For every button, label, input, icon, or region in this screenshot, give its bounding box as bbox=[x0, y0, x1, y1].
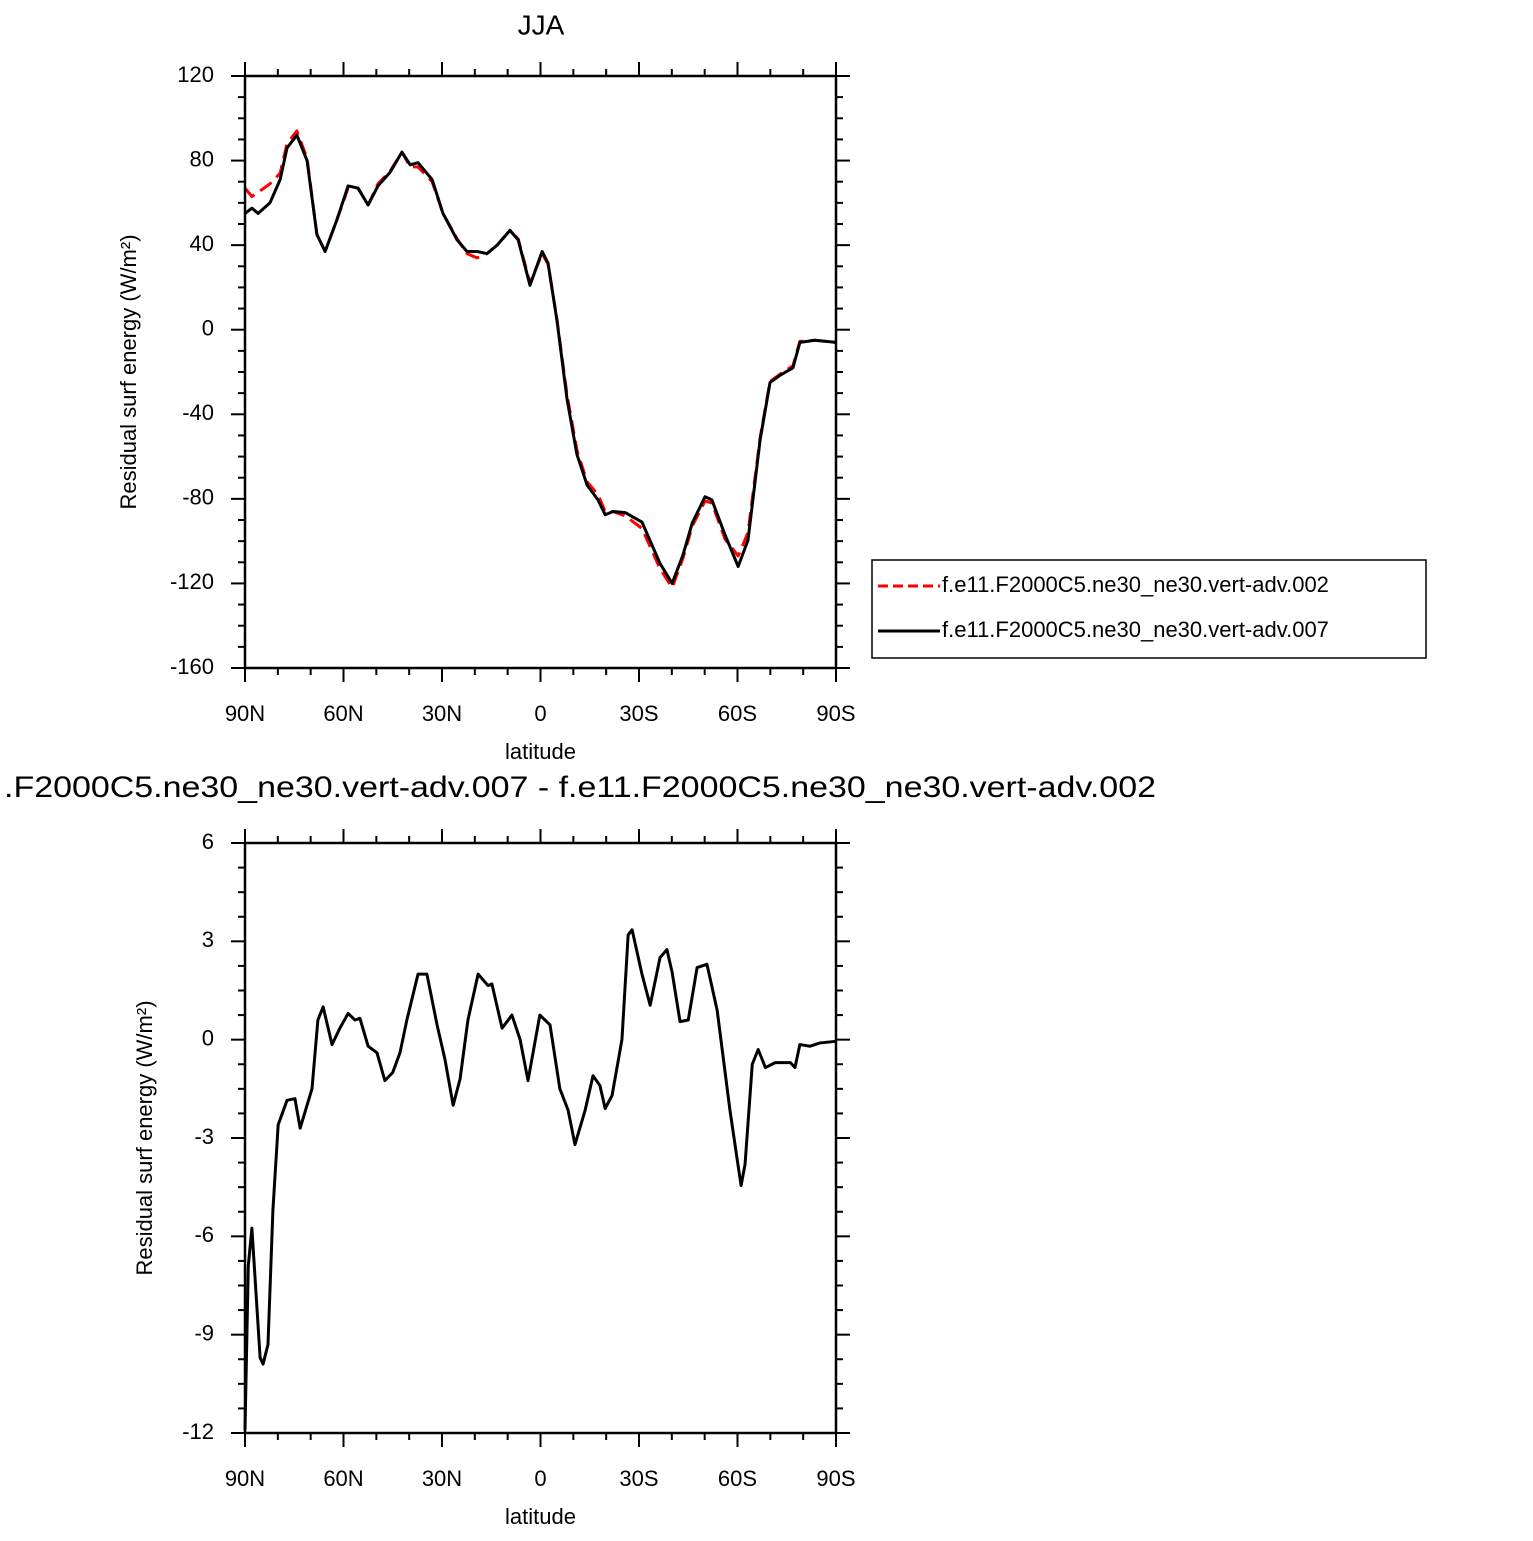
x-tick-label: 90S bbox=[816, 1466, 855, 1491]
x-tick-label: 30S bbox=[619, 1466, 658, 1491]
x-tick-label: 90S bbox=[816, 701, 855, 726]
data-line bbox=[243, 129, 837, 590]
chart-title: JJA bbox=[518, 9, 565, 40]
y-tick-label: -160 bbox=[170, 654, 214, 679]
x-tick-label: 60N bbox=[323, 1466, 363, 1491]
legend-label: f.e11.F2000C5.ne30_ne30.vert-adv.002 bbox=[942, 572, 1329, 597]
y-tick-label: -9 bbox=[194, 1320, 214, 1345]
x-tick-label: 0 bbox=[534, 701, 546, 726]
x-tick-label: 60S bbox=[718, 1466, 757, 1491]
y-tick-label: 80 bbox=[190, 146, 214, 171]
y-tick-label: -12 bbox=[182, 1419, 214, 1444]
x-tick-label: 60S bbox=[718, 701, 757, 726]
y-tick-label: 120 bbox=[177, 62, 214, 87]
x-axis-label: latitude bbox=[505, 739, 576, 764]
y-tick-label: 6 bbox=[202, 829, 214, 854]
plot-frame bbox=[243, 74, 838, 670]
y-tick-label: -120 bbox=[170, 569, 214, 594]
legend-label: f.e11.F2000C5.ne30_ne30.vert-adv.007 bbox=[942, 617, 1329, 642]
y-tick-label: -80 bbox=[182, 485, 214, 510]
x-tick-label: 60N bbox=[323, 701, 363, 726]
data-line bbox=[243, 928, 837, 1430]
x-tick-label: 90N bbox=[225, 701, 265, 726]
y-axis-label: Residual surf energy (W/m²) bbox=[116, 234, 141, 509]
y-axis-label: Residual surf energy (W/m²) bbox=[132, 1000, 157, 1275]
chart-title: .F2000C5.ne30_ne30.vert-adv.007 - f.e11.… bbox=[4, 771, 1156, 804]
x-tick-label: 0 bbox=[534, 1466, 546, 1491]
y-tick-label: 40 bbox=[190, 231, 214, 256]
y-tick-label: -3 bbox=[194, 1124, 214, 1149]
legend-box bbox=[871, 559, 1427, 659]
plot-frame bbox=[243, 841, 838, 1435]
y-tick-label: -40 bbox=[182, 400, 214, 425]
y-tick-label: 3 bbox=[202, 927, 214, 952]
y-tick-label: 0 bbox=[202, 316, 214, 341]
x-tick-label: 30S bbox=[619, 701, 658, 726]
y-tick-label: 0 bbox=[202, 1025, 214, 1050]
x-tick-label: 30N bbox=[422, 1466, 462, 1491]
data-line bbox=[244, 133, 837, 585]
x-tick-label: 90N bbox=[225, 1466, 265, 1491]
y-tick-label: -6 bbox=[194, 1222, 214, 1247]
x-tick-label: 30N bbox=[422, 701, 462, 726]
x-axis-label: latitude bbox=[505, 1504, 576, 1529]
